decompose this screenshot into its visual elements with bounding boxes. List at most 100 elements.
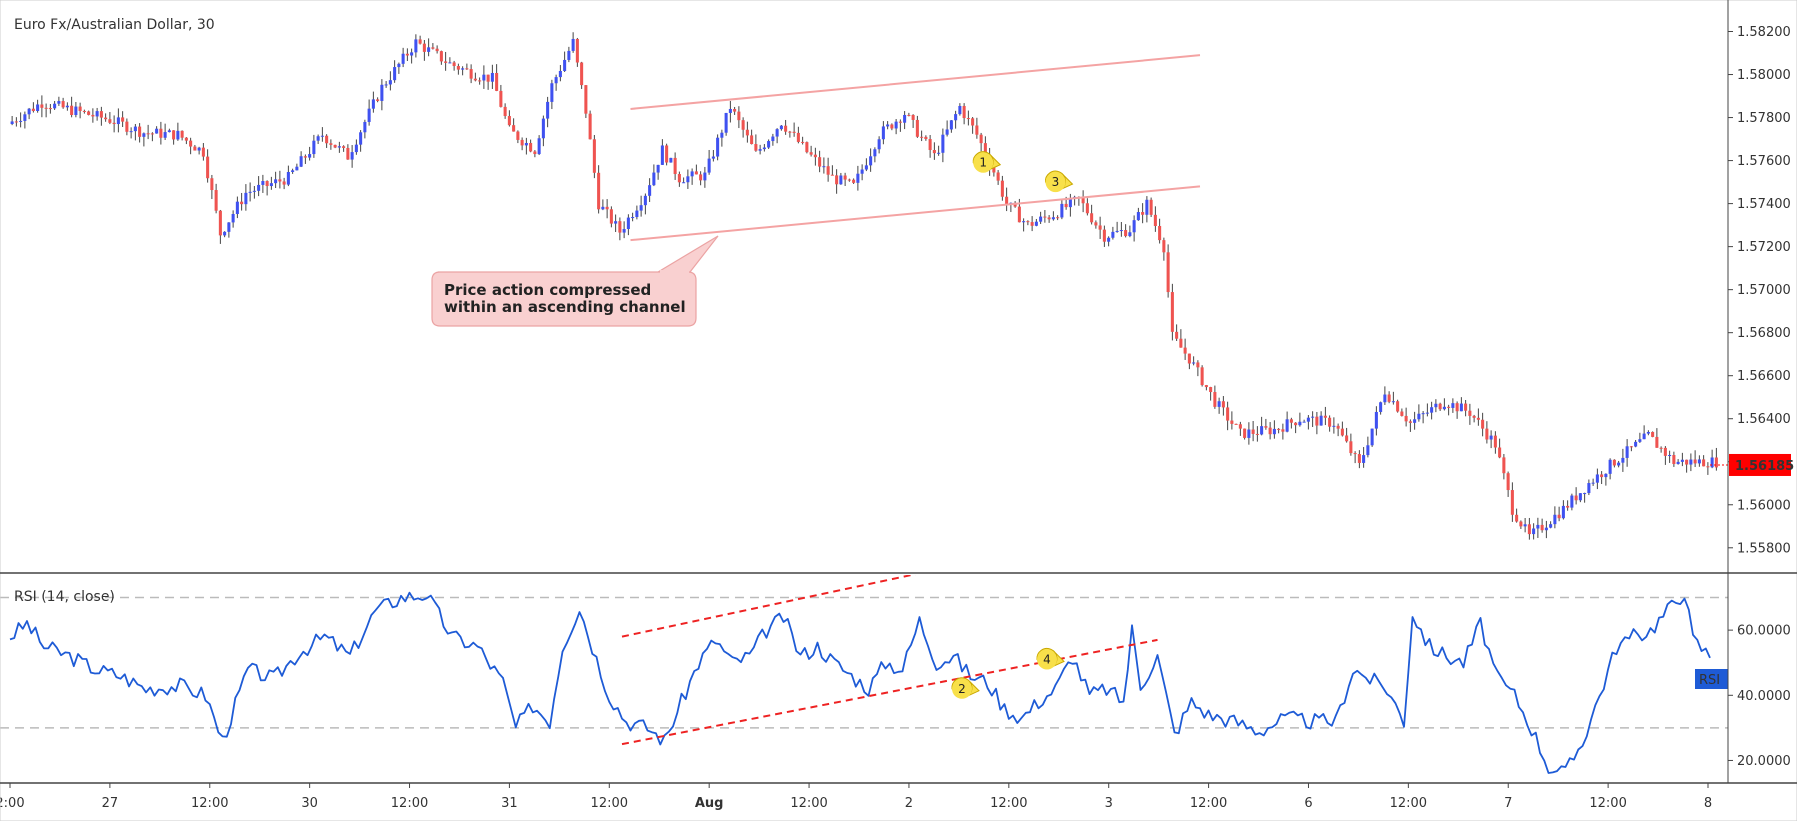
marker-fill	[973, 152, 994, 173]
candle-body	[1238, 424, 1242, 429]
candle-body	[1017, 206, 1021, 223]
candle-body	[941, 134, 945, 153]
candle-body	[1391, 401, 1395, 403]
candle-body	[1629, 446, 1633, 448]
candle-body	[533, 151, 537, 155]
annotation-text-line1: Price action compressed	[444, 281, 651, 299]
time-tick-label: 2	[905, 796, 913, 811]
candle-body	[490, 72, 494, 82]
candle-body	[1642, 433, 1646, 440]
candle-body	[677, 174, 681, 183]
candle-body	[184, 137, 188, 141]
candle-body	[618, 221, 622, 233]
candle-body	[452, 62, 456, 67]
candle-body	[167, 130, 171, 133]
candle-body	[503, 106, 507, 117]
candle-body	[112, 122, 116, 125]
candle-body	[431, 47, 435, 49]
marker-fill	[952, 678, 972, 699]
candle-body	[1578, 493, 1582, 501]
candle-body	[82, 110, 86, 112]
candle-body	[274, 179, 278, 184]
candle-body	[478, 80, 482, 82]
price-tick-label: 1.56400	[1737, 412, 1791, 427]
candle-body	[1685, 459, 1689, 465]
candle-body	[303, 156, 307, 158]
candle-body	[737, 111, 741, 121]
marker-fill	[1037, 649, 1057, 670]
candle-body	[138, 126, 142, 137]
candle-body	[894, 121, 898, 129]
candle-body	[210, 178, 214, 191]
candle-body	[1481, 419, 1485, 429]
candle-body	[1714, 457, 1718, 468]
candle-body	[1566, 505, 1570, 508]
candle-body	[1570, 495, 1574, 508]
candle-body	[320, 135, 324, 137]
price-tick-label: 1.56600	[1737, 369, 1791, 384]
candle-body	[448, 62, 452, 64]
candle-body	[826, 166, 830, 175]
candle-body	[1340, 428, 1344, 436]
candle-body	[1549, 524, 1553, 528]
marker-2: 2	[951, 677, 980, 699]
candle-body	[520, 139, 524, 146]
price-tick-label: 1.55800	[1737, 541, 1791, 556]
candle-body	[1039, 216, 1043, 222]
candle-body	[784, 125, 788, 132]
candle-body	[979, 134, 983, 144]
candle-body	[1213, 392, 1217, 407]
candle-body	[1153, 214, 1157, 226]
candle-body	[652, 172, 656, 186]
price-tick-label: 1.58200	[1737, 25, 1791, 40]
candle-body	[852, 179, 856, 183]
candle-body	[269, 183, 273, 187]
candle-body	[1115, 230, 1119, 232]
candle-body	[869, 156, 873, 166]
candle-body	[1417, 413, 1421, 420]
candle-body	[1277, 428, 1281, 430]
candle-body	[1434, 403, 1438, 408]
price-tick-label: 1.56000	[1737, 498, 1791, 513]
candle-body	[1617, 462, 1621, 466]
candle-body	[656, 164, 660, 173]
rsi-value-tag	[1695, 669, 1728, 689]
candle-body	[1651, 431, 1655, 437]
candle-body	[1094, 222, 1098, 226]
candle-body	[512, 125, 516, 132]
time-axis: 2:00 27 12:00 30 12:00 31 12:00 Aug 12:00 2 12:00 3…	[0, 783, 1712, 811]
candle-body	[329, 143, 333, 145]
annotation-text-line2: within an ascending channel	[444, 298, 686, 316]
candle-body	[822, 166, 826, 168]
rsi-title: RSI (14, close)	[14, 589, 115, 605]
candle-body	[1264, 426, 1268, 428]
candle-body	[1336, 425, 1340, 429]
candle-body	[342, 146, 346, 148]
candle-body	[1612, 459, 1616, 466]
candle-body	[724, 112, 728, 133]
candle-body	[911, 114, 915, 120]
candle-body	[316, 136, 320, 141]
candle-body	[1519, 521, 1523, 527]
candle-body	[1043, 216, 1047, 218]
candle-body	[1527, 524, 1531, 535]
candle-body	[31, 108, 35, 112]
candle-body	[1200, 367, 1204, 386]
candle-body	[1357, 454, 1361, 463]
candle-body	[163, 132, 167, 138]
candle-body	[1659, 447, 1663, 449]
candle-body	[1136, 212, 1140, 221]
candle-body	[1706, 466, 1710, 468]
candle-body	[847, 179, 851, 181]
marker-label: 4	[1043, 652, 1051, 666]
candle-body	[405, 53, 409, 56]
candle-body	[159, 128, 163, 138]
candle-body	[1005, 196, 1009, 204]
candle-body	[1447, 406, 1451, 408]
candle-body	[1680, 459, 1684, 462]
candle-body	[248, 191, 252, 193]
candle-body	[1676, 461, 1680, 465]
candle-body	[711, 156, 715, 159]
candle-body	[1319, 415, 1323, 426]
